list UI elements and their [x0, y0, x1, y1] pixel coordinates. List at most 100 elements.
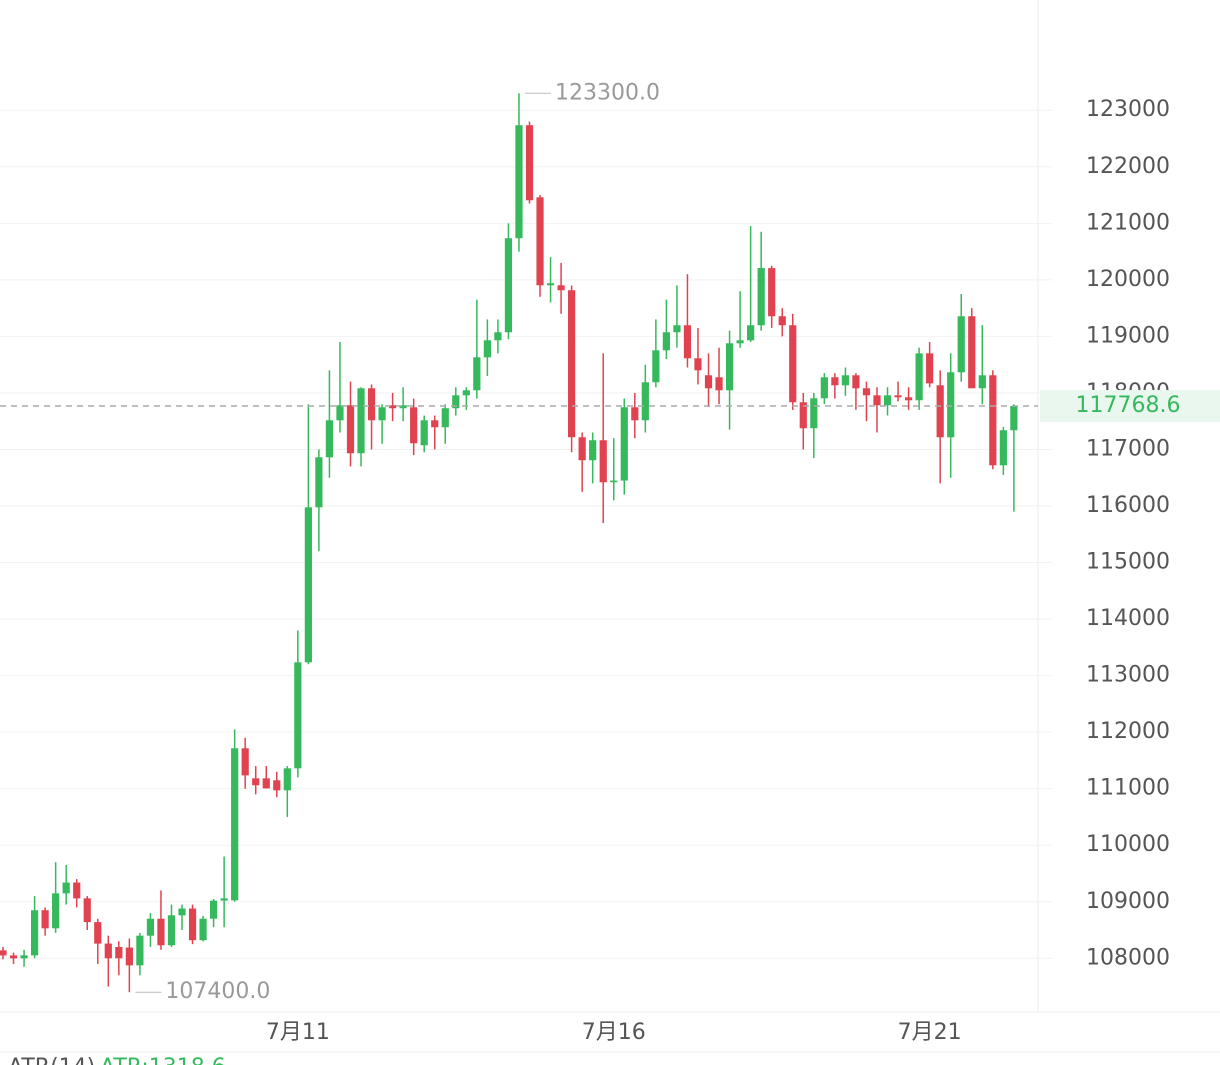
candle-body	[241, 748, 249, 776]
candle-body	[104, 943, 112, 959]
candle-body	[641, 382, 649, 421]
candle-body	[947, 372, 955, 438]
candle-body	[610, 480, 618, 483]
y-tick-label: 113000	[1086, 663, 1170, 688]
candle-body	[178, 908, 186, 916]
candle-body	[146, 918, 155, 936]
y-tick-label: 111000	[1086, 776, 1170, 801]
candle-body	[820, 377, 828, 399]
candle-body	[525, 125, 534, 201]
candle-body	[673, 325, 681, 333]
candle-body	[30, 910, 39, 956]
candle-body	[999, 430, 1007, 466]
y-tick-label: 116000	[1086, 493, 1170, 518]
candle-body	[262, 778, 270, 789]
candle-body	[315, 457, 323, 508]
y-tick-label: 120000	[1086, 267, 1170, 292]
x-tick-label: 7月21	[898, 1020, 962, 1045]
extreme-label: 123300.0	[555, 80, 660, 105]
candle-body	[420, 420, 428, 446]
candle-body	[346, 405, 355, 454]
candle-body	[810, 398, 818, 429]
y-tick-label: 123000	[1086, 97, 1170, 122]
indicator-value: ATR:1318.6	[100, 1055, 226, 1065]
candle-body	[989, 375, 997, 466]
candle-body	[367, 388, 376, 421]
candle-body	[473, 357, 481, 391]
candle-body	[115, 946, 123, 959]
candle-body	[789, 325, 797, 403]
candle-body	[557, 285, 565, 291]
candle-body	[704, 375, 713, 389]
candle-body	[410, 407, 418, 444]
candle-body	[799, 402, 807, 429]
candle-body	[94, 922, 102, 944]
indicator-name: ATR(14)	[8, 1055, 95, 1065]
candle-body	[904, 397, 913, 401]
candle-body	[915, 353, 923, 401]
last-price-label: 117768.6	[1076, 393, 1181, 418]
candle-body	[589, 440, 597, 461]
candle-body	[378, 407, 386, 421]
candle-body	[662, 332, 670, 351]
candle-body	[399, 405, 407, 409]
candle-body	[736, 340, 744, 344]
candle-body	[725, 343, 734, 391]
candle-body	[167, 915, 176, 946]
candle-body	[325, 420, 334, 458]
candle-body	[757, 267, 765, 326]
candle-body	[73, 882, 81, 899]
candle-body	[9, 955, 18, 959]
candle-body	[652, 350, 660, 383]
candle-body	[504, 238, 513, 333]
candle-body	[494, 332, 502, 341]
candle-body	[188, 908, 197, 941]
candle-body	[873, 395, 881, 406]
x-tick-label: 7月11	[266, 1020, 330, 1045]
candle-body	[862, 388, 871, 396]
y-tick-label: 117000	[1086, 436, 1170, 461]
candle-body	[304, 507, 312, 663]
candle-body	[546, 283, 555, 286]
y-tick-label: 121000	[1086, 210, 1170, 235]
candle-body	[252, 778, 260, 786]
y-tick-label: 114000	[1086, 606, 1170, 631]
candle-body	[452, 395, 460, 409]
candle-body	[852, 375, 860, 389]
candle-body	[136, 935, 144, 966]
candle-body	[52, 893, 60, 929]
candle-body	[515, 125, 523, 239]
extreme-label: 107400.0	[165, 979, 270, 1004]
candle-body	[894, 395, 902, 398]
candle-body	[883, 395, 892, 406]
y-tick-label: 109000	[1086, 889, 1170, 914]
candle-body	[273, 780, 281, 791]
candle-body	[968, 316, 976, 389]
candle-body	[768, 268, 776, 317]
y-tick-label: 108000	[1086, 945, 1170, 970]
candle-body	[210, 900, 218, 919]
candle-body	[599, 440, 607, 483]
candle-body	[220, 898, 228, 901]
candle-body	[1010, 406, 1018, 431]
candle-body	[715, 377, 723, 391]
candle-body	[41, 910, 49, 929]
candle-body	[568, 290, 576, 438]
candle-body	[683, 325, 692, 359]
candle-body	[926, 353, 934, 384]
candle-body	[199, 918, 207, 941]
x-tick-label: 7月16	[582, 1020, 646, 1045]
candle-body	[283, 768, 291, 791]
candle-body	[62, 882, 70, 894]
y-tick-label: 112000	[1086, 719, 1170, 744]
candle-body	[125, 947, 133, 966]
candle-body	[0, 950, 7, 956]
candle-body	[778, 316, 786, 326]
candle-body	[831, 377, 839, 386]
candle-body	[631, 407, 639, 421]
candle-body	[357, 388, 365, 454]
candle-body	[294, 662, 302, 769]
candle-body	[841, 375, 849, 386]
